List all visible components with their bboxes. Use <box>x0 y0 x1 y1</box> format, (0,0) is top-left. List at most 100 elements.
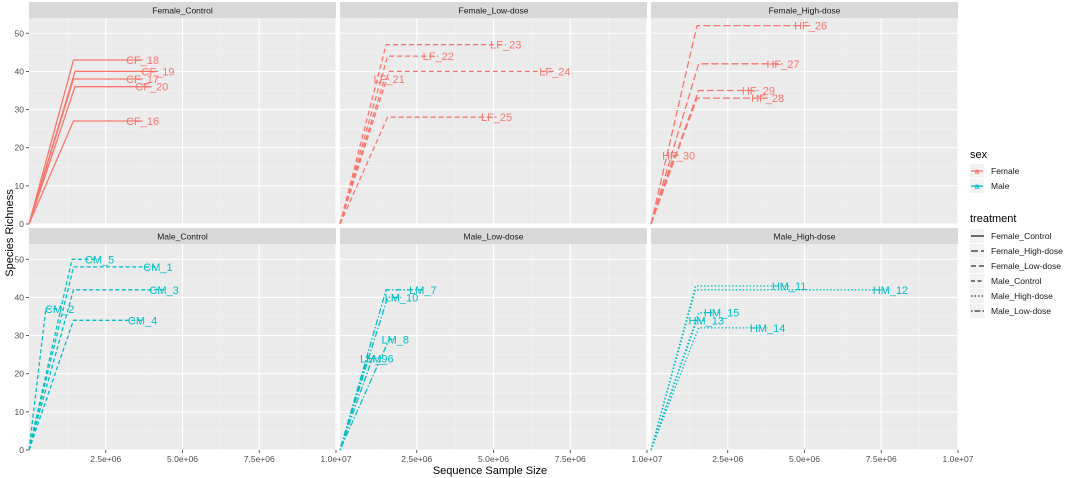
series-label: LF_24 <box>539 66 570 78</box>
y-tick-label: 40 <box>15 292 25 302</box>
series-line-hf-29 <box>650 89 759 225</box>
series-label: CM_3 <box>149 285 178 297</box>
legend-key-letter: a <box>975 182 980 191</box>
x-tick-label: 2.5e+06 <box>712 454 743 464</box>
y-tick-label: 30 <box>15 331 25 341</box>
series-line-cf-20 <box>28 86 152 225</box>
x-tick-label: 7.5e+06 <box>244 454 275 464</box>
facet-panel-female-control: Female_Control 0 10 20 30 40 50 CF_18CF_19CF_17… <box>15 2 337 229</box>
series-label: LM_9 <box>360 353 388 365</box>
facet-strip <box>29 228 336 244</box>
series-label: CM_5 <box>85 254 114 266</box>
series-label: LF_21 <box>374 74 405 86</box>
series-line-cf-17 <box>28 78 143 225</box>
facet-strip <box>651 228 958 244</box>
series-label: CF_16 <box>126 116 159 128</box>
y-tick-label: 50 <box>15 254 25 264</box>
series-line-lm-6 <box>339 357 380 451</box>
x-axis-title: Sequence Sample Size <box>433 465 547 477</box>
series-label: LF_22 <box>423 51 454 63</box>
legend-label-treatment: Female_Control <box>991 231 1052 241</box>
legend: sex a Female a Male treatment Female_Control Fe… <box>970 149 1063 318</box>
series-label: HM_15 <box>704 308 739 320</box>
series-line-hf-26 <box>650 24 811 225</box>
series-line-lf-21 <box>339 78 390 225</box>
legend-key-background <box>970 259 984 273</box>
x-tick-label: 5.0e+06 <box>789 454 820 464</box>
legend-label-treatment: Female_Low-dose <box>991 261 1061 271</box>
legend-label-treatment: Male_Control <box>991 276 1042 286</box>
y-tick-label: 0 <box>19 445 24 455</box>
series-label: LF_23 <box>490 40 521 52</box>
x-tick-label: 5.0e+06 <box>478 454 509 464</box>
x-tick-label: 1.0e+07 <box>943 454 974 464</box>
series-label: LM_6 <box>366 353 394 365</box>
legend-label-sex: Female <box>991 166 1020 176</box>
series-label: LM_8 <box>381 334 409 346</box>
y-tick-label: 0 <box>19 219 24 229</box>
y-tick-label: 20 <box>15 143 25 153</box>
y-tick-label: 50 <box>15 28 25 38</box>
series-line-hf-27 <box>650 63 783 225</box>
series-label: CF_17 <box>126 74 159 86</box>
legend-key-background <box>970 289 984 303</box>
series-label: HF_30 <box>662 150 695 162</box>
series-line-cm-4 <box>28 319 143 451</box>
series-label: HM_14 <box>750 323 785 335</box>
legend-key-background <box>970 274 984 288</box>
series-label: HF_26 <box>794 21 827 33</box>
legend-title-treatment: treatment <box>970 213 1016 225</box>
series-line-lm-7 <box>339 289 423 451</box>
series-line-lf-22 <box>339 55 439 225</box>
x-tick-label: 5.0e+06 <box>167 454 198 464</box>
series-label: CM_2 <box>45 304 74 316</box>
series-line-cm-2 <box>28 308 60 451</box>
series-label: CF_19 <box>141 66 174 78</box>
series-label: HF_29 <box>742 85 775 97</box>
facet-strip-label: Male_Low-dose <box>463 232 523 242</box>
series-label: HF_27 <box>766 59 799 71</box>
series-label: CM_1 <box>143 262 172 274</box>
facet-strip-label: Female_Low-dose <box>459 6 529 16</box>
facet-panel-male-high-dose: Male_High-dose 2.5e+06 5.0e+06 7.5e+06 1.0e+… <box>650 228 974 464</box>
facet-panel-male-control: Male_Control 0 10 20 30 40 50 2.5e+06 5.0e+06 7.5… <box>15 228 352 464</box>
y-tick-label: 30 <box>15 105 25 115</box>
series-label: HM_13 <box>689 315 724 327</box>
series-label: LF_25 <box>481 112 512 124</box>
facet-strip <box>29 2 336 18</box>
series-label: CM_4 <box>128 315 157 327</box>
series-label: HF_28 <box>751 93 784 105</box>
series-label: HM_12 <box>873 285 908 297</box>
x-tick-label: 1.0e+07 <box>632 454 663 464</box>
x-tick-label: 1.0e+07 <box>321 454 352 464</box>
facet-strip-label: Male_Control <box>157 232 208 242</box>
legend-label-treatment: Male_Low-dose <box>991 306 1051 316</box>
y-axis-title: Species Richness <box>4 189 16 277</box>
x-tick-label: 7.5e+06 <box>555 454 586 464</box>
facet-strip <box>651 2 958 18</box>
series-line-cf-16 <box>28 120 143 225</box>
y-tick-label: 40 <box>15 66 25 76</box>
series-label: CF_18 <box>126 55 159 67</box>
facet-strip-label: Female_Control <box>152 6 213 16</box>
series-line-hm-13 <box>650 319 707 451</box>
facet-strip <box>340 2 647 18</box>
series-line-lf-25 <box>339 116 497 225</box>
y-tick-label: 10 <box>15 407 25 417</box>
facet-strip-label: Female_High-dose <box>769 6 841 16</box>
series-label: LM_10 <box>385 292 419 304</box>
x-tick-label: 7.5e+06 <box>866 454 897 464</box>
y-tick-label: 20 <box>15 369 25 379</box>
series-line-lf-24 <box>339 70 555 225</box>
legend-title-sex: sex <box>970 149 988 161</box>
legend-label-treatment: Female_High-dose <box>991 246 1063 256</box>
y-tick-label: 10 <box>15 181 25 191</box>
series-line-lm-8 <box>339 338 396 451</box>
facet-strip <box>340 228 647 244</box>
series-line-cf-18 <box>28 59 143 225</box>
series-line-hf-28 <box>650 97 768 225</box>
legend-key-letter: a <box>975 167 980 176</box>
facet-panel-female-low-dose: Female_Low-dose LF_23 LF_22 LF_24 LF_21 LF_25 <box>339 2 648 225</box>
